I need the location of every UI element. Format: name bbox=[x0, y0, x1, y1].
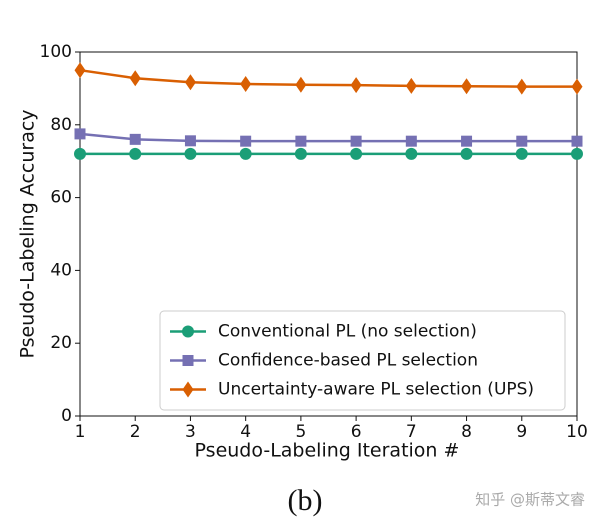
marker bbox=[129, 70, 141, 87]
y-tick-label: 0 bbox=[61, 406, 72, 426]
marker bbox=[405, 135, 417, 147]
x-axis-label: Pseudo-Labeling Iteration # bbox=[195, 440, 460, 462]
watermark: 知乎 @斯蒂文睿 bbox=[475, 491, 585, 509]
marker bbox=[460, 147, 473, 160]
y-tick-label: 60 bbox=[50, 188, 72, 208]
marker bbox=[184, 135, 196, 147]
marker bbox=[184, 147, 197, 160]
marker bbox=[182, 381, 194, 398]
plot-frame bbox=[79, 51, 578, 417]
marker bbox=[74, 147, 86, 160]
marker bbox=[405, 77, 417, 94]
marker bbox=[129, 133, 141, 145]
marker bbox=[461, 78, 473, 95]
y-tick-label: 80 bbox=[50, 115, 72, 135]
marker bbox=[571, 135, 583, 147]
marker bbox=[182, 355, 194, 366]
y-tick-label: 20 bbox=[50, 333, 72, 353]
x-tick-label: 1 bbox=[75, 422, 86, 442]
x-tick-label: 6 bbox=[351, 422, 362, 442]
caption: (b) bbox=[288, 484, 323, 517]
marker bbox=[240, 76, 252, 93]
marker bbox=[74, 62, 86, 79]
legend-label: Confidence-based PL selection bbox=[218, 351, 478, 371]
x-tick-label: 4 bbox=[240, 422, 251, 442]
y-tick-label: 100 bbox=[40, 42, 72, 62]
x-tick-label: 2 bbox=[130, 422, 141, 442]
marker bbox=[295, 135, 307, 147]
marker bbox=[350, 77, 362, 94]
marker bbox=[129, 147, 142, 160]
x-tick-label: 7 bbox=[406, 422, 417, 442]
marker bbox=[294, 147, 307, 160]
y-axis-label: Pseudo-Labeling Accuracy bbox=[17, 109, 39, 358]
marker bbox=[295, 76, 307, 93]
marker bbox=[571, 147, 583, 160]
marker bbox=[239, 147, 252, 160]
marker bbox=[182, 325, 194, 338]
x-tick-label: 5 bbox=[295, 422, 306, 442]
legend-box bbox=[159, 310, 566, 411]
marker bbox=[405, 147, 418, 160]
marker bbox=[516, 78, 528, 95]
x-tick-label: 9 bbox=[516, 422, 527, 442]
x-tick-label: 10 bbox=[566, 422, 588, 442]
marker bbox=[516, 135, 528, 147]
x-tick-label: 3 bbox=[185, 422, 196, 442]
marker bbox=[571, 78, 583, 95]
legend-label: Conventional PL (no selection) bbox=[218, 322, 477, 342]
marker bbox=[461, 135, 473, 147]
x-tick-label: 8 bbox=[461, 422, 472, 442]
marker bbox=[240, 135, 252, 147]
marker bbox=[515, 147, 528, 160]
series-line bbox=[79, 68, 577, 88]
marker bbox=[350, 147, 363, 160]
marker bbox=[74, 128, 86, 140]
y-tick-label: 40 bbox=[50, 260, 72, 280]
marker bbox=[184, 74, 196, 91]
series-line bbox=[79, 132, 577, 143]
marker bbox=[350, 135, 362, 147]
legend-label: Uncertainty-aware PL selection (UPS) bbox=[218, 380, 534, 400]
